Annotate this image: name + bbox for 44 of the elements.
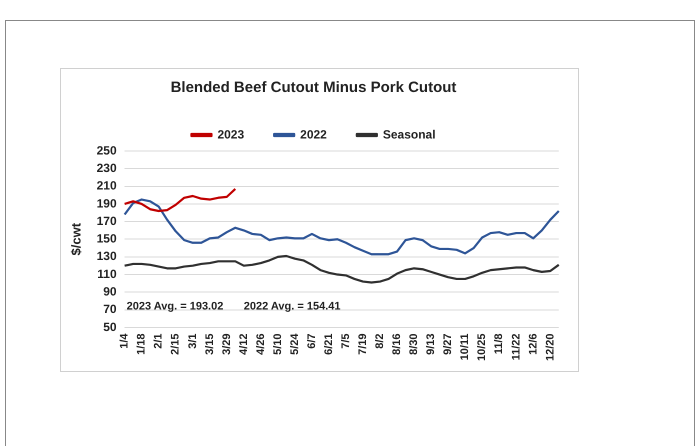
x-tick-label: 6/7 bbox=[306, 333, 318, 349]
y-tick-label: 170 bbox=[96, 214, 117, 228]
x-tick-label: 12/20 bbox=[544, 333, 556, 362]
x-tick-label: 9/13 bbox=[425, 333, 438, 355]
x-tick-label: 10/25 bbox=[476, 333, 488, 362]
chart-title: Blended Beef Cutout Minus Pork Cutout bbox=[170, 79, 456, 96]
x-tick-label: 10/11 bbox=[459, 333, 472, 360]
legend-label: 2022 bbox=[300, 127, 328, 142]
y-tick-label: 130 bbox=[96, 249, 117, 264]
x-tick-label: 3/15 bbox=[204, 333, 216, 355]
x-tick-label: 4/12 bbox=[238, 333, 250, 355]
x-tick-label: 4/26 bbox=[254, 333, 267, 355]
x-tick-label: 3/1 bbox=[186, 333, 199, 349]
x-tick-label: 12/6 bbox=[527, 333, 540, 355]
x-tick-label: 9/27 bbox=[442, 333, 454, 355]
x-tick-label: 5/10 bbox=[272, 333, 284, 355]
x-tick-label: 11/22 bbox=[510, 333, 522, 360]
legend-label: 2023 bbox=[217, 127, 244, 142]
y-tick-label: 90 bbox=[103, 284, 117, 298]
x-tick-label: 2/15 bbox=[170, 333, 182, 355]
x-tick-label: 1/4 bbox=[118, 332, 131, 349]
x-tick-label: 8/16 bbox=[391, 333, 404, 355]
x-tick-label: 6/21 bbox=[322, 333, 335, 355]
x-tick-label: 11/8 bbox=[493, 333, 506, 354]
legend-label: Seasonal bbox=[382, 127, 436, 142]
y-tick-label: 150 bbox=[96, 232, 117, 246]
x-tick-label: 3/29 bbox=[220, 333, 233, 355]
y-tick-label: 110 bbox=[97, 266, 117, 281]
x-tick-label: 1/18 bbox=[136, 333, 148, 355]
y-tick-label: 190 bbox=[96, 196, 117, 210]
y-tick-label: 70 bbox=[103, 302, 117, 316]
x-tick-label: 8/2 bbox=[374, 333, 386, 349]
y-tick-label: 230 bbox=[96, 160, 117, 175]
x-tick-label: 5/24 bbox=[288, 332, 301, 355]
y-tick-label: 50 bbox=[103, 320, 117, 334]
x-tick-label: 7/5 bbox=[340, 333, 352, 349]
x-tick-label: 2/1 bbox=[152, 333, 165, 349]
annotation: 2023 Avg. = 193.02 bbox=[126, 300, 224, 312]
y-tick-label: 250 bbox=[96, 143, 117, 158]
x-tick-label: 8/30 bbox=[408, 333, 420, 355]
y-axis-title: $/cwt bbox=[68, 222, 84, 256]
annotation: 2022 Avg. = 154.41 bbox=[244, 300, 340, 312]
x-tick-label: 7/19 bbox=[357, 333, 370, 355]
y-tick-label: 210 bbox=[96, 178, 117, 193]
